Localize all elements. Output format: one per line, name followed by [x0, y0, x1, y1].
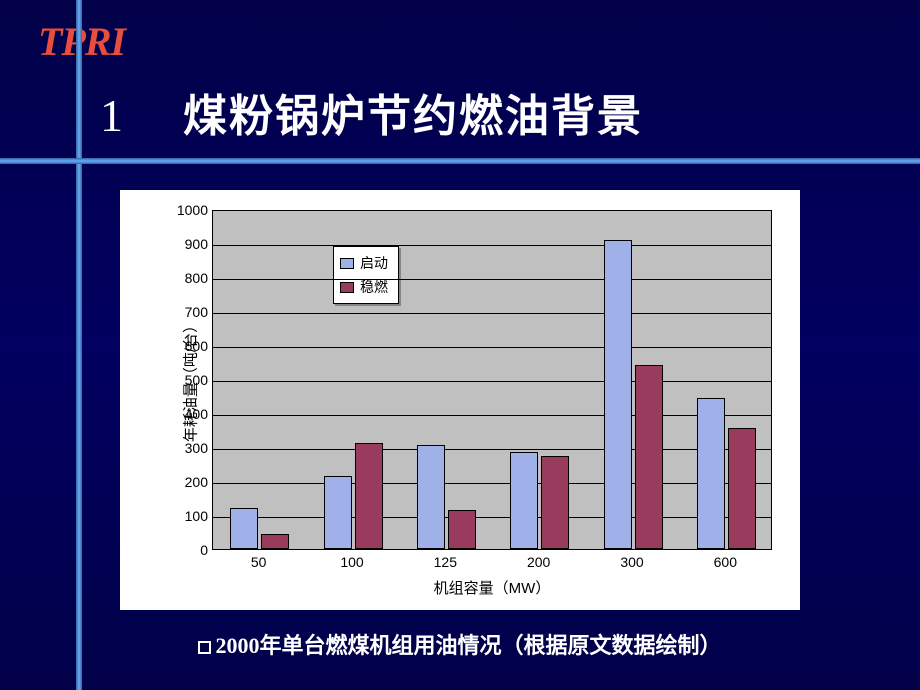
- x-tick-label: 100: [322, 554, 382, 570]
- y-tick-label: 200: [158, 474, 208, 490]
- x-tick-label: 300: [602, 554, 662, 570]
- y-tick-label: 400: [158, 406, 208, 422]
- bar-startup: [697, 398, 725, 549]
- title-text: 煤粉锅炉节约燃油背景: [183, 80, 643, 144]
- y-tick-label: 100: [158, 508, 208, 524]
- decoration-vertical-line: [76, 0, 82, 690]
- decoration-horizontal-line: [0, 158, 920, 164]
- gridline: [213, 517, 771, 518]
- x-tick-label: 200: [509, 554, 569, 570]
- y-tick-label: 600: [158, 338, 208, 354]
- gridline: [213, 245, 771, 246]
- gridline: [213, 483, 771, 484]
- gridline: [213, 347, 771, 348]
- chart-legend: 启动 稳燃: [333, 246, 399, 304]
- gridline: [213, 449, 771, 450]
- slide-title: 1 煤粉锅炉节约燃油背景: [100, 80, 880, 144]
- bullet-icon: [198, 641, 211, 654]
- y-tick-label: 900: [158, 236, 208, 252]
- bar-stable: [635, 365, 663, 549]
- gridline: [213, 415, 771, 416]
- x-axis-title: 机组容量（MW）: [212, 577, 772, 598]
- legend-swatch-stable: [340, 282, 354, 293]
- slide-caption: 2000年单台燃煤机组用油情况（根据原文数据绘制）: [0, 628, 920, 660]
- x-tick-label: 50: [229, 554, 289, 570]
- y-tick-label: 1000: [158, 202, 208, 218]
- gridline: [213, 381, 771, 382]
- bar-stable: [541, 456, 569, 550]
- bar-startup: [230, 508, 258, 549]
- bar-startup: [510, 452, 538, 549]
- chart-plot-area: 启动 稳燃: [212, 210, 772, 550]
- y-tick-label: 0: [158, 542, 208, 558]
- bar-stable: [261, 534, 289, 549]
- title-number: 1: [100, 89, 123, 142]
- bar-stable: [448, 510, 476, 549]
- y-tick-label: 500: [158, 372, 208, 388]
- x-tick-label: 600: [695, 554, 755, 570]
- bar-startup: [604, 240, 632, 549]
- bar-stable: [728, 428, 756, 549]
- y-tick-label: 300: [158, 440, 208, 456]
- legend-label-startup: 启动: [360, 253, 388, 273]
- gridline: [213, 313, 771, 314]
- legend-label-stable: 稳燃: [360, 277, 388, 297]
- bar-stable: [355, 443, 383, 549]
- bar-startup: [417, 445, 445, 549]
- bar-startup: [324, 476, 352, 549]
- x-tick-label: 125: [415, 554, 475, 570]
- legend-swatch-startup: [340, 258, 354, 269]
- caption-text: 2000年单台燃煤机组用油情况（根据原文数据绘制）: [215, 633, 721, 658]
- chart-container: 启动 稳燃 年耗油量（吨/台） 机组容量（MW） 010020030040050…: [120, 190, 800, 610]
- gridline: [213, 279, 771, 280]
- legend-item-startup: 启动: [340, 251, 388, 275]
- y-tick-label: 800: [158, 270, 208, 286]
- y-tick-label: 700: [158, 304, 208, 320]
